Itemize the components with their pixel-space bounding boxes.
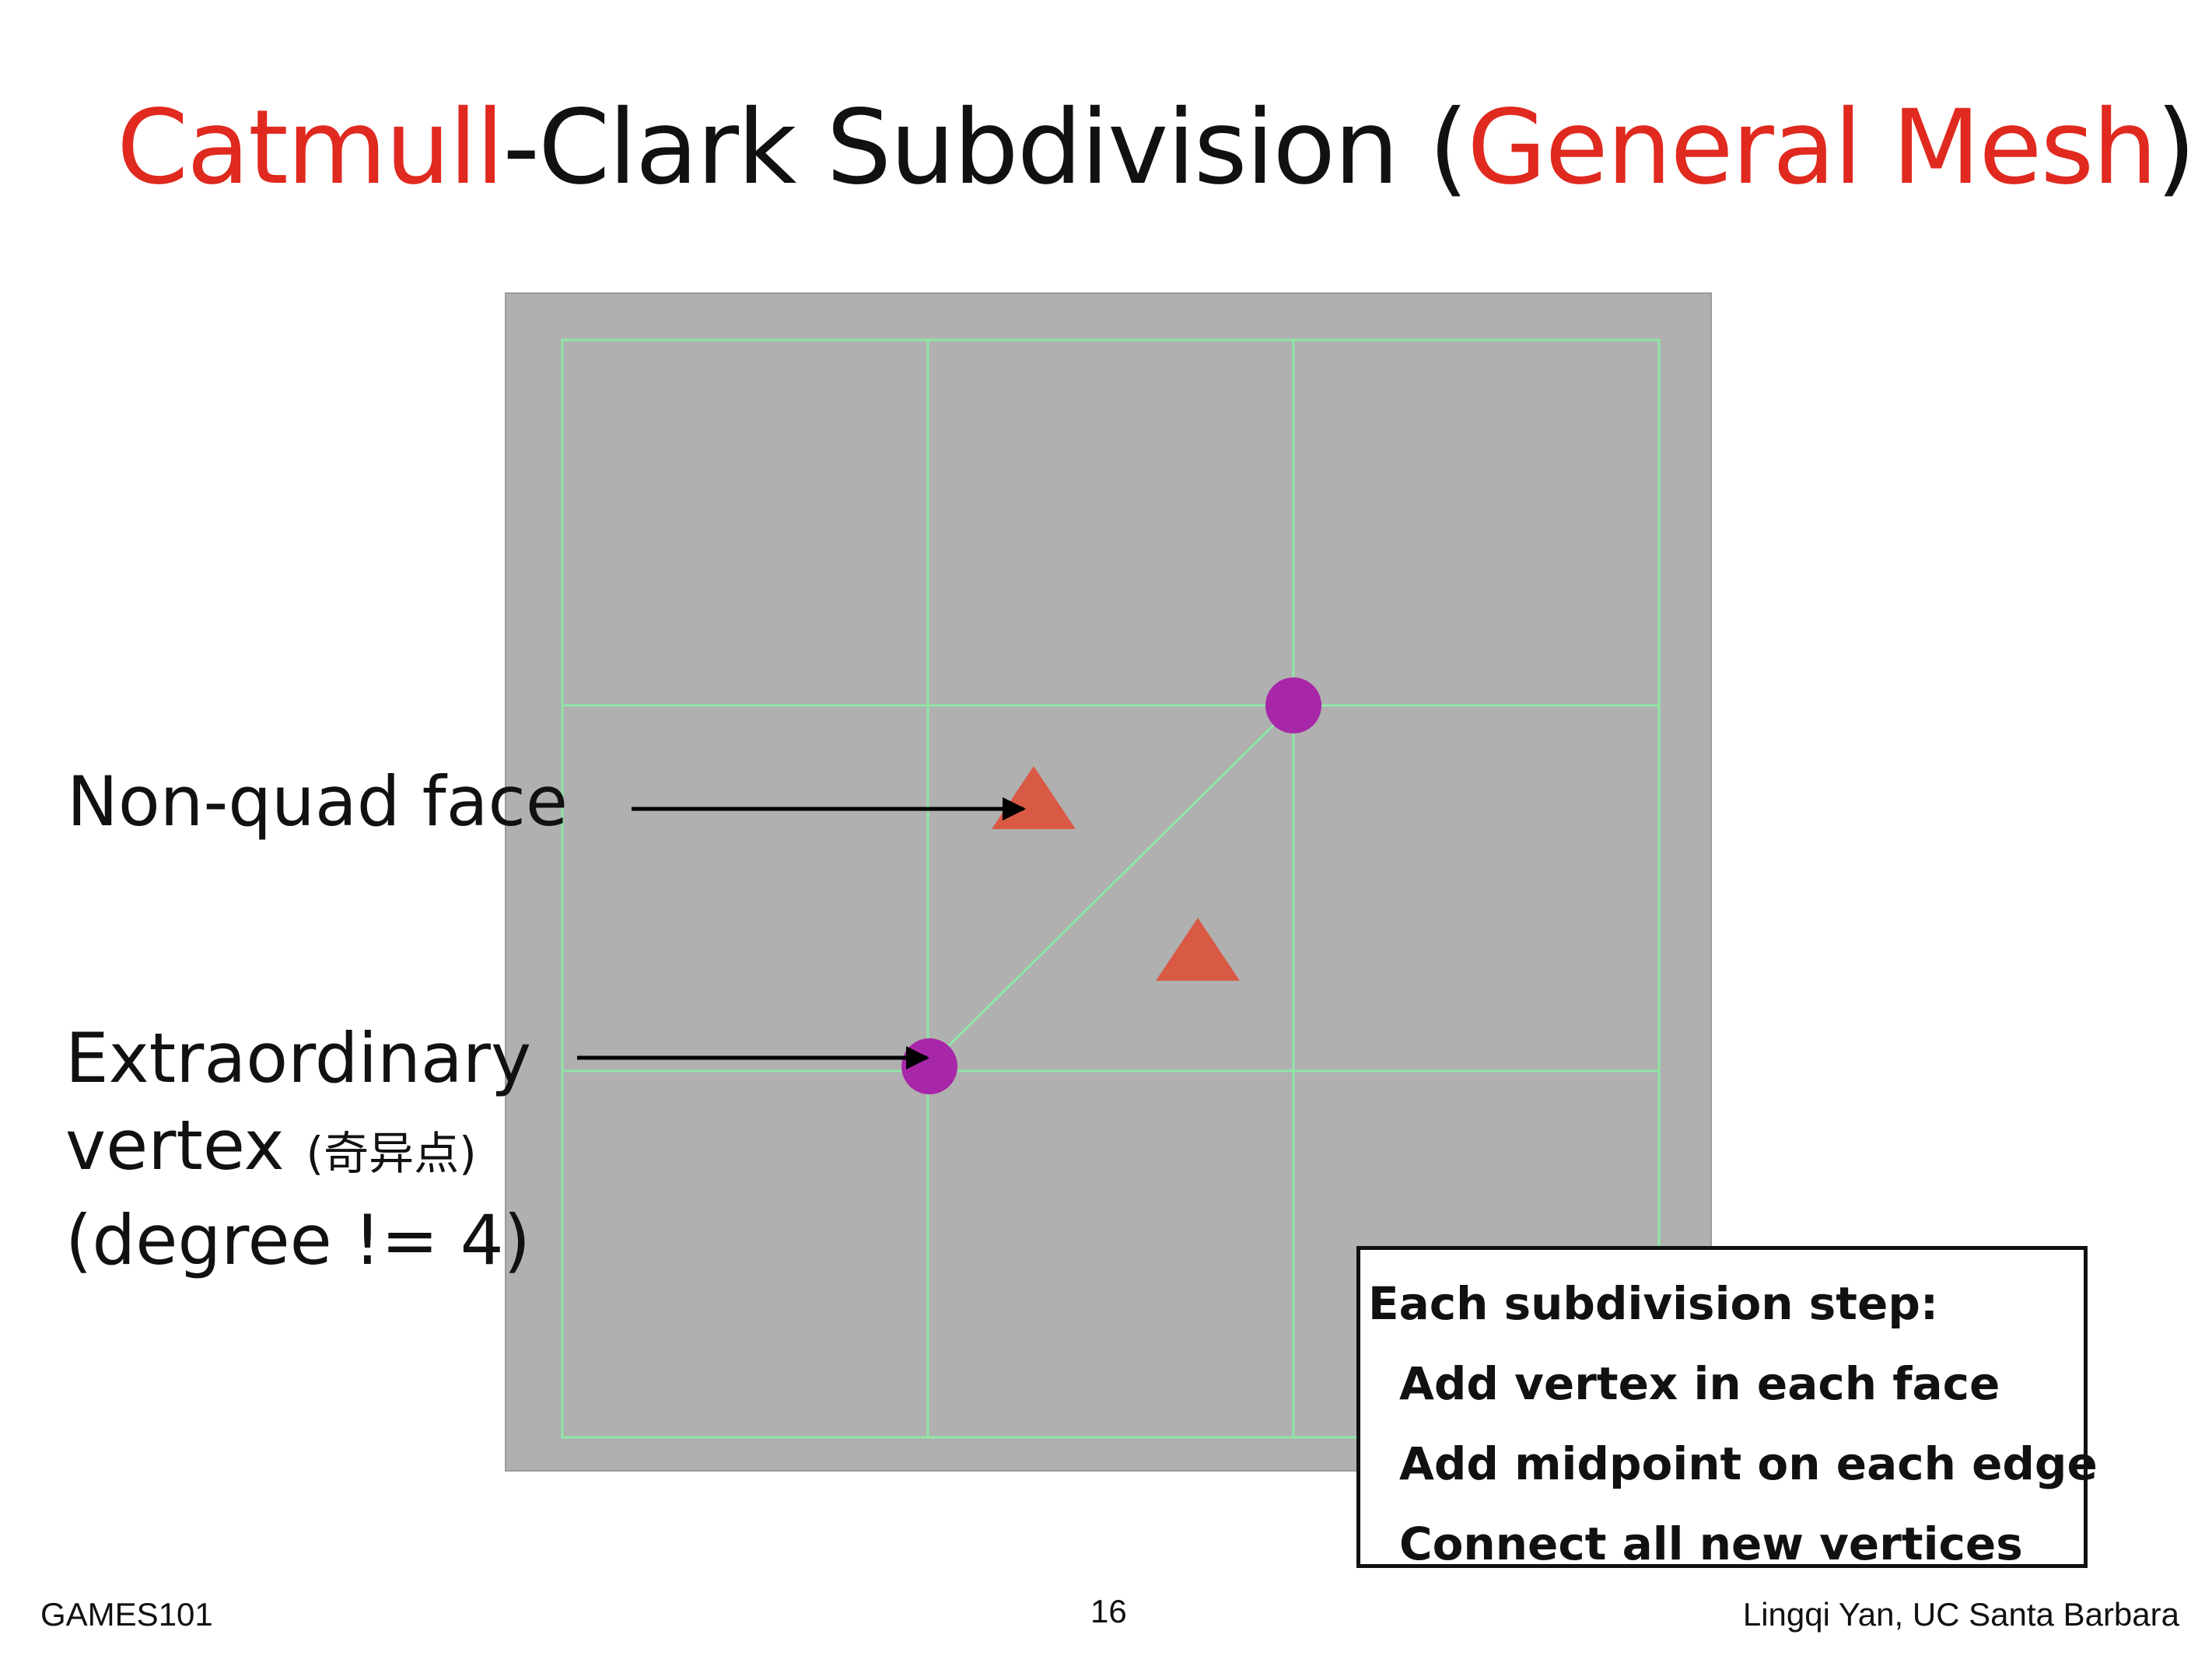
footer-course: GAMES101 xyxy=(40,1596,213,1633)
steps-list: Add vertex in each face Add midpoint on … xyxy=(1368,1344,2098,1584)
label-extraordinary-line3: (degree != 4) xyxy=(65,1200,530,1280)
label-extraordinary-vertex: Extraordinary vertex (奇异点) (degree != 4) xyxy=(65,1015,531,1284)
label-cjk-term: (奇异点) xyxy=(306,1127,477,1180)
mesh-diagonal-edge xyxy=(926,704,1295,1068)
subdivision-steps-box: Each subdivision step: Add vertex in eac… xyxy=(1356,1246,2098,1570)
step-item: Add midpoint on each edge xyxy=(1399,1437,2098,1490)
title-general-mesh: General Mesh xyxy=(1467,88,2158,208)
step-item: Connect all new vertices xyxy=(1399,1517,2023,1570)
mesh-outer-boundary xyxy=(561,338,1661,1439)
extraordinary-vertex-lower xyxy=(901,1038,957,1094)
face-point-triangle-lower xyxy=(1156,918,1240,981)
mesh-grid xyxy=(561,338,1661,1439)
label-vertex-word: vertex xyxy=(65,1105,306,1185)
label-non-quad-face: Non-quad face xyxy=(67,761,569,842)
label-extraordinary-line1: Extraordinary xyxy=(65,1018,532,1098)
extraordinary-vertex-upper xyxy=(1265,677,1321,733)
steps-heading: Each subdivision step: xyxy=(1368,1277,1939,1330)
label-extraordinary-line2: vertex (奇异点) xyxy=(65,1102,531,1197)
slide-title: Catmull-Clark Subdivision (General Mesh) xyxy=(117,86,2196,210)
title-catmull: Catmull xyxy=(117,88,504,208)
footer-author: Lingqi Yan, UC Santa Barbara xyxy=(1742,1596,2179,1633)
step-item: Add vertex in each face xyxy=(1399,1357,2000,1410)
title-close-paren: ) xyxy=(2155,88,2196,208)
footer-page-number: 16 xyxy=(1090,1593,1127,1629)
title-clark-subdivision: -Clark Subdivision ( xyxy=(502,88,1468,208)
